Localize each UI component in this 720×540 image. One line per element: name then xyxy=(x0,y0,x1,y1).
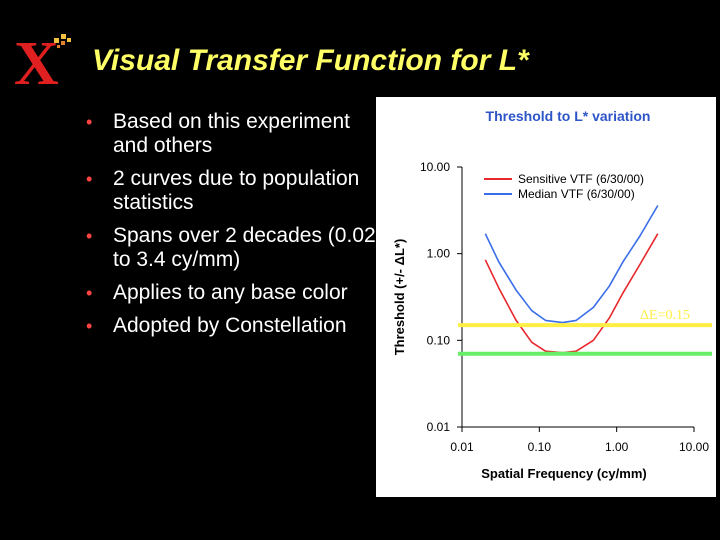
series-line-median xyxy=(484,205,659,324)
bullet-item: • 2 curves due to population statistics xyxy=(86,167,386,215)
bullet-item: • Applies to any base color xyxy=(86,281,386,305)
logo-letter: X xyxy=(14,30,59,90)
bullet-item: • Spans over 2 decades (0.02 to 3.4 cy/mm… xyxy=(86,224,386,272)
chart-title: Threshold to L* variation xyxy=(486,108,651,124)
bullet-dot: • xyxy=(86,283,93,303)
logo-pixel xyxy=(57,45,60,48)
y-tick-label: 10.00 xyxy=(420,160,450,174)
bullet-dot: • xyxy=(86,112,93,132)
y-tick-label: 1.00 xyxy=(427,247,451,261)
logo-pixel xyxy=(54,38,59,43)
x-tick-label: 0.10 xyxy=(528,440,552,454)
chart-panel: Threshold to L* variation Spatial Freque… xyxy=(376,97,716,497)
bullet-text: Adopted by Constellation xyxy=(113,314,347,337)
bullet-text: 2 curves due to population statistics xyxy=(113,167,360,214)
x-tick-label: 10.00 xyxy=(679,440,709,454)
y-axis-label: Threshold (+/- ΔL*) xyxy=(392,239,407,356)
bullet-item: • Adopted by Constellation xyxy=(86,314,386,338)
logo-pixel xyxy=(61,34,66,39)
vtf-chart: Threshold to L* variation Spatial Freque… xyxy=(392,108,709,481)
plot-area: 10.00 1.00 0.10 0.01 0.01 0.10 1.00 10.00 Sensit… xyxy=(420,160,709,454)
legend-label: Sensitive VTF (6/30/00) xyxy=(518,172,644,186)
x-tick-label: 1.00 xyxy=(605,440,629,454)
y-tick-label: 0.10 xyxy=(427,333,451,347)
bullet-list: • Based on this experiment and others • 2 … xyxy=(86,110,386,347)
logo-pixel xyxy=(61,41,65,45)
bullet-dot: • xyxy=(86,226,93,246)
x-axis-label: Spatial Frequency (cy/mm) xyxy=(481,466,646,481)
series-line-sensitive xyxy=(484,233,659,354)
legend-label: Median VTF (6/30/00) xyxy=(518,187,635,201)
logo-pixel xyxy=(67,38,71,42)
bullet-text: Based on this experiment and others xyxy=(113,110,350,157)
bullet-item: • Based on this experiment and others xyxy=(86,110,386,158)
y-tick-label: 0.01 xyxy=(427,420,451,434)
xerox-logo-icon: X xyxy=(14,30,71,90)
bullet-text: Spans over 2 decades (0.02 to 3.4 cy/mm) xyxy=(113,224,376,271)
bullet-dot: • xyxy=(86,316,93,336)
slide-title: Visual Transfer Function for L* xyxy=(92,44,529,77)
x-tick-label: 0.01 xyxy=(450,440,474,454)
bullet-text: Applies to any base color xyxy=(113,281,348,304)
bullet-dot: • xyxy=(86,169,93,189)
